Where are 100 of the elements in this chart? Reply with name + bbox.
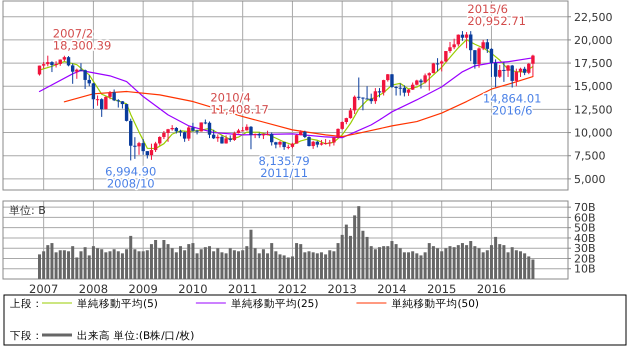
candlestick	[50, 60, 54, 73]
y-axis-title: 単位: B	[9, 204, 46, 217]
bar	[402, 252, 406, 279]
candlestick	[96, 95, 100, 106]
bar	[237, 251, 240, 279]
candlestick	[514, 68, 518, 87]
bar	[436, 248, 440, 279]
bar	[460, 243, 464, 279]
bar	[249, 230, 252, 279]
y-tick-label: 22,500	[574, 10, 612, 24]
bar	[419, 255, 422, 279]
bar	[308, 251, 311, 279]
candlestick	[402, 84, 406, 97]
candlestick	[419, 78, 423, 90]
bar	[344, 224, 348, 279]
bar	[100, 249, 104, 279]
legend-title: 上段：	[10, 297, 43, 310]
bar	[527, 256, 530, 279]
bar	[523, 253, 526, 279]
bar	[440, 251, 444, 279]
y-tick-label: 5,000	[574, 172, 606, 186]
bar	[432, 246, 435, 279]
bar	[166, 244, 170, 279]
candlestick	[137, 141, 141, 156]
candlestick	[187, 126, 190, 142]
x-tick-label: 2016	[476, 282, 506, 296]
bar	[452, 247, 456, 279]
candlestick	[390, 74, 394, 89]
bar	[448, 246, 452, 279]
candlestick	[116, 98, 120, 108]
candlestick	[436, 58, 440, 72]
bar	[228, 248, 232, 279]
candlestick	[498, 64, 502, 78]
bar	[104, 252, 108, 279]
bar	[328, 250, 332, 279]
candlestick	[357, 77, 360, 101]
bar	[299, 244, 302, 279]
bar	[295, 243, 298, 279]
bar	[138, 251, 141, 279]
y-tick-label: 10B	[574, 262, 596, 276]
bar	[50, 243, 54, 279]
bar	[120, 253, 124, 279]
bar	[108, 251, 112, 279]
bar	[465, 245, 468, 279]
bar	[220, 252, 224, 279]
candlestick	[133, 136, 137, 160]
candlestick	[394, 86, 398, 96]
bar	[514, 250, 518, 279]
candlestick	[270, 132, 274, 146]
legend-label: 出来高 単位:(B株/口/枚)	[77, 329, 194, 342]
bar	[518, 251, 522, 279]
candlestick	[66, 56, 70, 67]
candlestick	[104, 96, 108, 110]
bar	[390, 241, 394, 279]
bar	[216, 248, 220, 279]
bar	[531, 260, 534, 279]
x-tick-label: 2009	[128, 282, 158, 296]
bar	[324, 254, 328, 279]
bar	[232, 250, 236, 279]
x-tick-label: 2014	[377, 282, 407, 296]
y-tick-label: 20,000	[574, 34, 612, 47]
candlestick	[83, 69, 87, 90]
bar	[411, 251, 414, 279]
legend-label: 単純移動平均(25)	[230, 298, 318, 310]
bar	[378, 247, 382, 279]
annotation: 8,135.79 2011/11	[258, 154, 310, 180]
annotation: 14,864.01 2016/6	[482, 91, 542, 118]
bar	[116, 251, 120, 279]
candlestick	[100, 98, 104, 118]
annotation: 2015/6 20,952.71	[467, 2, 526, 28]
y-tick-label: 12,500	[574, 103, 612, 116]
bar	[204, 247, 207, 279]
candlestick	[469, 30, 472, 62]
bar	[241, 250, 244, 279]
bar	[46, 245, 50, 279]
annotation: 2007/2 18,300.39	[52, 26, 112, 53]
candlestick	[232, 131, 236, 142]
bar	[374, 249, 377, 279]
bar	[187, 244, 190, 279]
candlestick	[494, 58, 498, 88]
bar	[112, 249, 116, 279]
y-tick-label: 10,000	[574, 126, 612, 140]
bar	[96, 248, 100, 279]
bar	[278, 254, 282, 279]
bar	[282, 255, 286, 279]
bar	[382, 246, 386, 279]
bar	[456, 245, 460, 279]
bar	[71, 246, 74, 279]
bar	[129, 236, 132, 279]
bar	[170, 248, 174, 279]
bar	[494, 236, 498, 279]
candlestick	[456, 34, 460, 47]
bar	[286, 257, 290, 279]
x-tick-label: 2008	[78, 282, 108, 296]
candlestick	[510, 64, 514, 88]
candlestick	[352, 95, 356, 115]
bar	[312, 252, 315, 279]
bar	[469, 241, 472, 279]
y-tick-label: 15,000	[574, 80, 612, 94]
candlestick	[502, 62, 506, 82]
